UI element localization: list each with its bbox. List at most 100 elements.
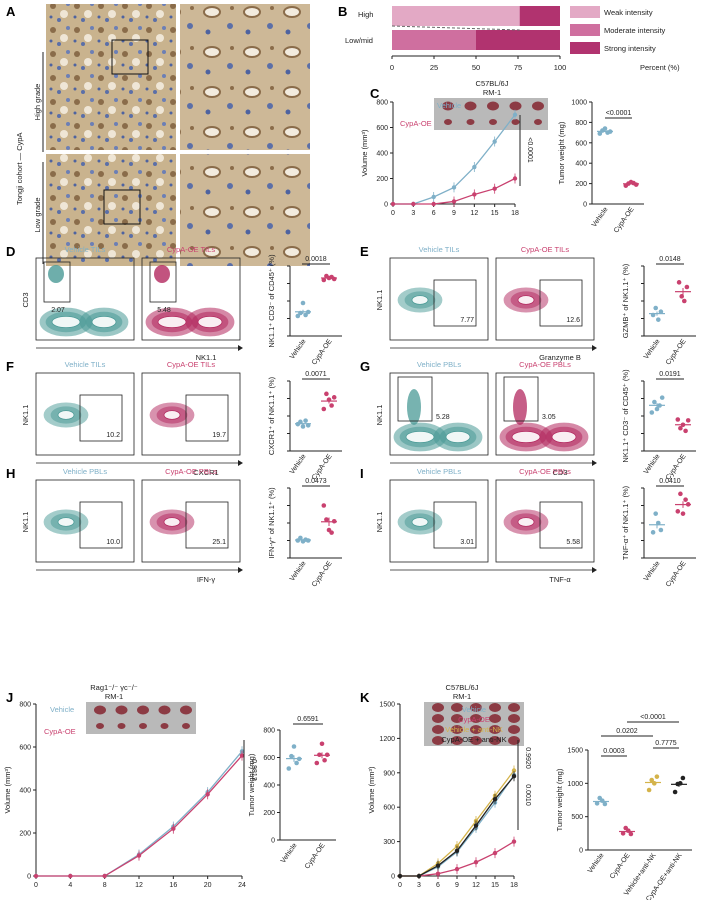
series-line-3 bbox=[400, 775, 515, 877]
flow-plot-frame bbox=[389, 372, 489, 456]
panel-h: H NK1.1 Vehicle PBLs 10.0 CypA-OE PBLs 25.1 IF… bbox=[6, 466, 342, 588]
data-point bbox=[684, 284, 690, 290]
zoom-box bbox=[111, 39, 149, 75]
row-label-high: High bbox=[358, 10, 373, 19]
data-point bbox=[331, 276, 337, 282]
panel-e: E NK1.1 Vehicle TILs 7.77 CypA-OE TILs 12.6 Gr… bbox=[360, 244, 696, 366]
p-value: 0.7775 bbox=[655, 740, 677, 747]
p-value-curve: <0.0001 bbox=[526, 137, 533, 163]
gate-value: 10.2 bbox=[106, 432, 120, 439]
contour bbox=[91, 315, 117, 328]
category-label: Vehicle bbox=[289, 338, 308, 361]
data-point bbox=[472, 164, 477, 170]
plot-title: CypA-OE PBLs bbox=[519, 360, 571, 369]
data-point bbox=[492, 139, 497, 144]
x-tick-label: 9 bbox=[455, 882, 459, 889]
y-tick-label: 200 bbox=[376, 176, 388, 183]
x-tick-label: 15 bbox=[491, 210, 499, 217]
category-label: Vehicle bbox=[643, 453, 662, 476]
legend-cypa-oe: CypA-OE bbox=[400, 119, 432, 128]
flow-plot-frame bbox=[35, 372, 135, 456]
data-point bbox=[324, 391, 329, 397]
y-tick-label: 400 bbox=[19, 788, 31, 795]
data-point bbox=[314, 760, 320, 766]
data-point bbox=[659, 395, 665, 400]
data-point bbox=[633, 182, 639, 187]
arrow-head-icon bbox=[592, 345, 597, 351]
x-marker-label: IFN-γ bbox=[197, 575, 216, 584]
x-tick-label: 100 bbox=[554, 63, 567, 72]
data-point bbox=[454, 848, 460, 853]
tumor bbox=[532, 101, 544, 111]
gate bbox=[433, 279, 477, 327]
y-tick-label: 200 bbox=[575, 181, 587, 188]
data-point bbox=[171, 826, 176, 831]
contour bbox=[517, 295, 535, 305]
legend-label-0: Weak intensity bbox=[604, 8, 653, 17]
tumor bbox=[158, 705, 171, 715]
gate bbox=[539, 279, 583, 327]
data-point bbox=[602, 801, 608, 807]
data-point bbox=[416, 873, 422, 879]
panel-letter: D bbox=[6, 244, 15, 259]
y-tick-label: 0 bbox=[583, 202, 587, 209]
data-point bbox=[435, 863, 441, 868]
legend-item-2: Vehicle + anti-NK bbox=[445, 725, 503, 734]
y-tick-label: 1500 bbox=[379, 702, 395, 709]
legend-vehicle: Vehicle bbox=[50, 705, 74, 714]
y-marker-label: NK1.1 bbox=[375, 512, 384, 533]
data-point bbox=[291, 744, 297, 749]
model-label: RM-1 bbox=[453, 692, 471, 701]
data-point bbox=[646, 787, 652, 793]
data-point bbox=[324, 517, 329, 522]
y-tick-label: 400 bbox=[376, 151, 388, 158]
panel-i: I NK1.1 Vehicle PBLs 3.01 CypA-OE PBLs 5.58 TN… bbox=[360, 466, 696, 588]
panel-letter: H bbox=[6, 466, 15, 481]
gate-value: 5.58 bbox=[566, 539, 580, 546]
y-tick-label: 1500 bbox=[567, 748, 583, 755]
y-tick-label: 800 bbox=[376, 100, 388, 107]
y-tick-label: 600 bbox=[575, 140, 587, 147]
flow-plot-frame bbox=[389, 479, 489, 563]
data-point bbox=[653, 305, 658, 311]
legend-swatch-1 bbox=[570, 24, 600, 36]
data-point bbox=[652, 399, 657, 405]
category-label: Vehicle bbox=[289, 453, 308, 476]
strain-label: C57BL/6J bbox=[446, 683, 479, 692]
tumor bbox=[508, 736, 520, 745]
x-tick-label: 9 bbox=[452, 210, 456, 217]
y-axis-label: NK1.1⁺ CD3⁻ of CD45⁺ (%) bbox=[621, 369, 630, 463]
y-tick-label: 1000 bbox=[567, 781, 583, 788]
gate bbox=[185, 394, 229, 442]
gate bbox=[539, 501, 583, 549]
x-tick-label: 0 bbox=[398, 882, 402, 889]
contour bbox=[517, 517, 535, 527]
p-value-curve: 0.9812 bbox=[250, 759, 257, 781]
data-point bbox=[321, 277, 327, 283]
arrow-head-icon bbox=[592, 567, 597, 573]
tumor bbox=[470, 736, 482, 745]
category-label: Vehicle bbox=[643, 338, 662, 361]
data-point bbox=[654, 774, 660, 779]
data-point bbox=[597, 131, 603, 136]
data-point bbox=[656, 317, 661, 322]
y-marker-label: NK1.1 bbox=[375, 405, 384, 426]
panel-letter: G bbox=[360, 359, 370, 374]
gate bbox=[397, 376, 433, 422]
y-axis-label: IFN-γ⁺ of NK1.1⁺ (%) bbox=[267, 487, 276, 559]
data-point bbox=[322, 757, 327, 763]
tumor bbox=[451, 736, 463, 745]
data-point bbox=[680, 511, 686, 516]
x-tick-label: 16 bbox=[169, 882, 177, 889]
x-marker-label: Granzyme B bbox=[539, 353, 581, 362]
contour bbox=[405, 430, 435, 443]
plot-title: CypA-OE TILs bbox=[521, 245, 569, 254]
data-point bbox=[451, 199, 457, 204]
data-point bbox=[658, 309, 664, 315]
data-point bbox=[300, 424, 306, 429]
dashed-guide bbox=[391, 25, 520, 31]
gate-value: 2.07 bbox=[51, 307, 65, 314]
data-point bbox=[594, 801, 600, 806]
data-point bbox=[675, 509, 681, 514]
